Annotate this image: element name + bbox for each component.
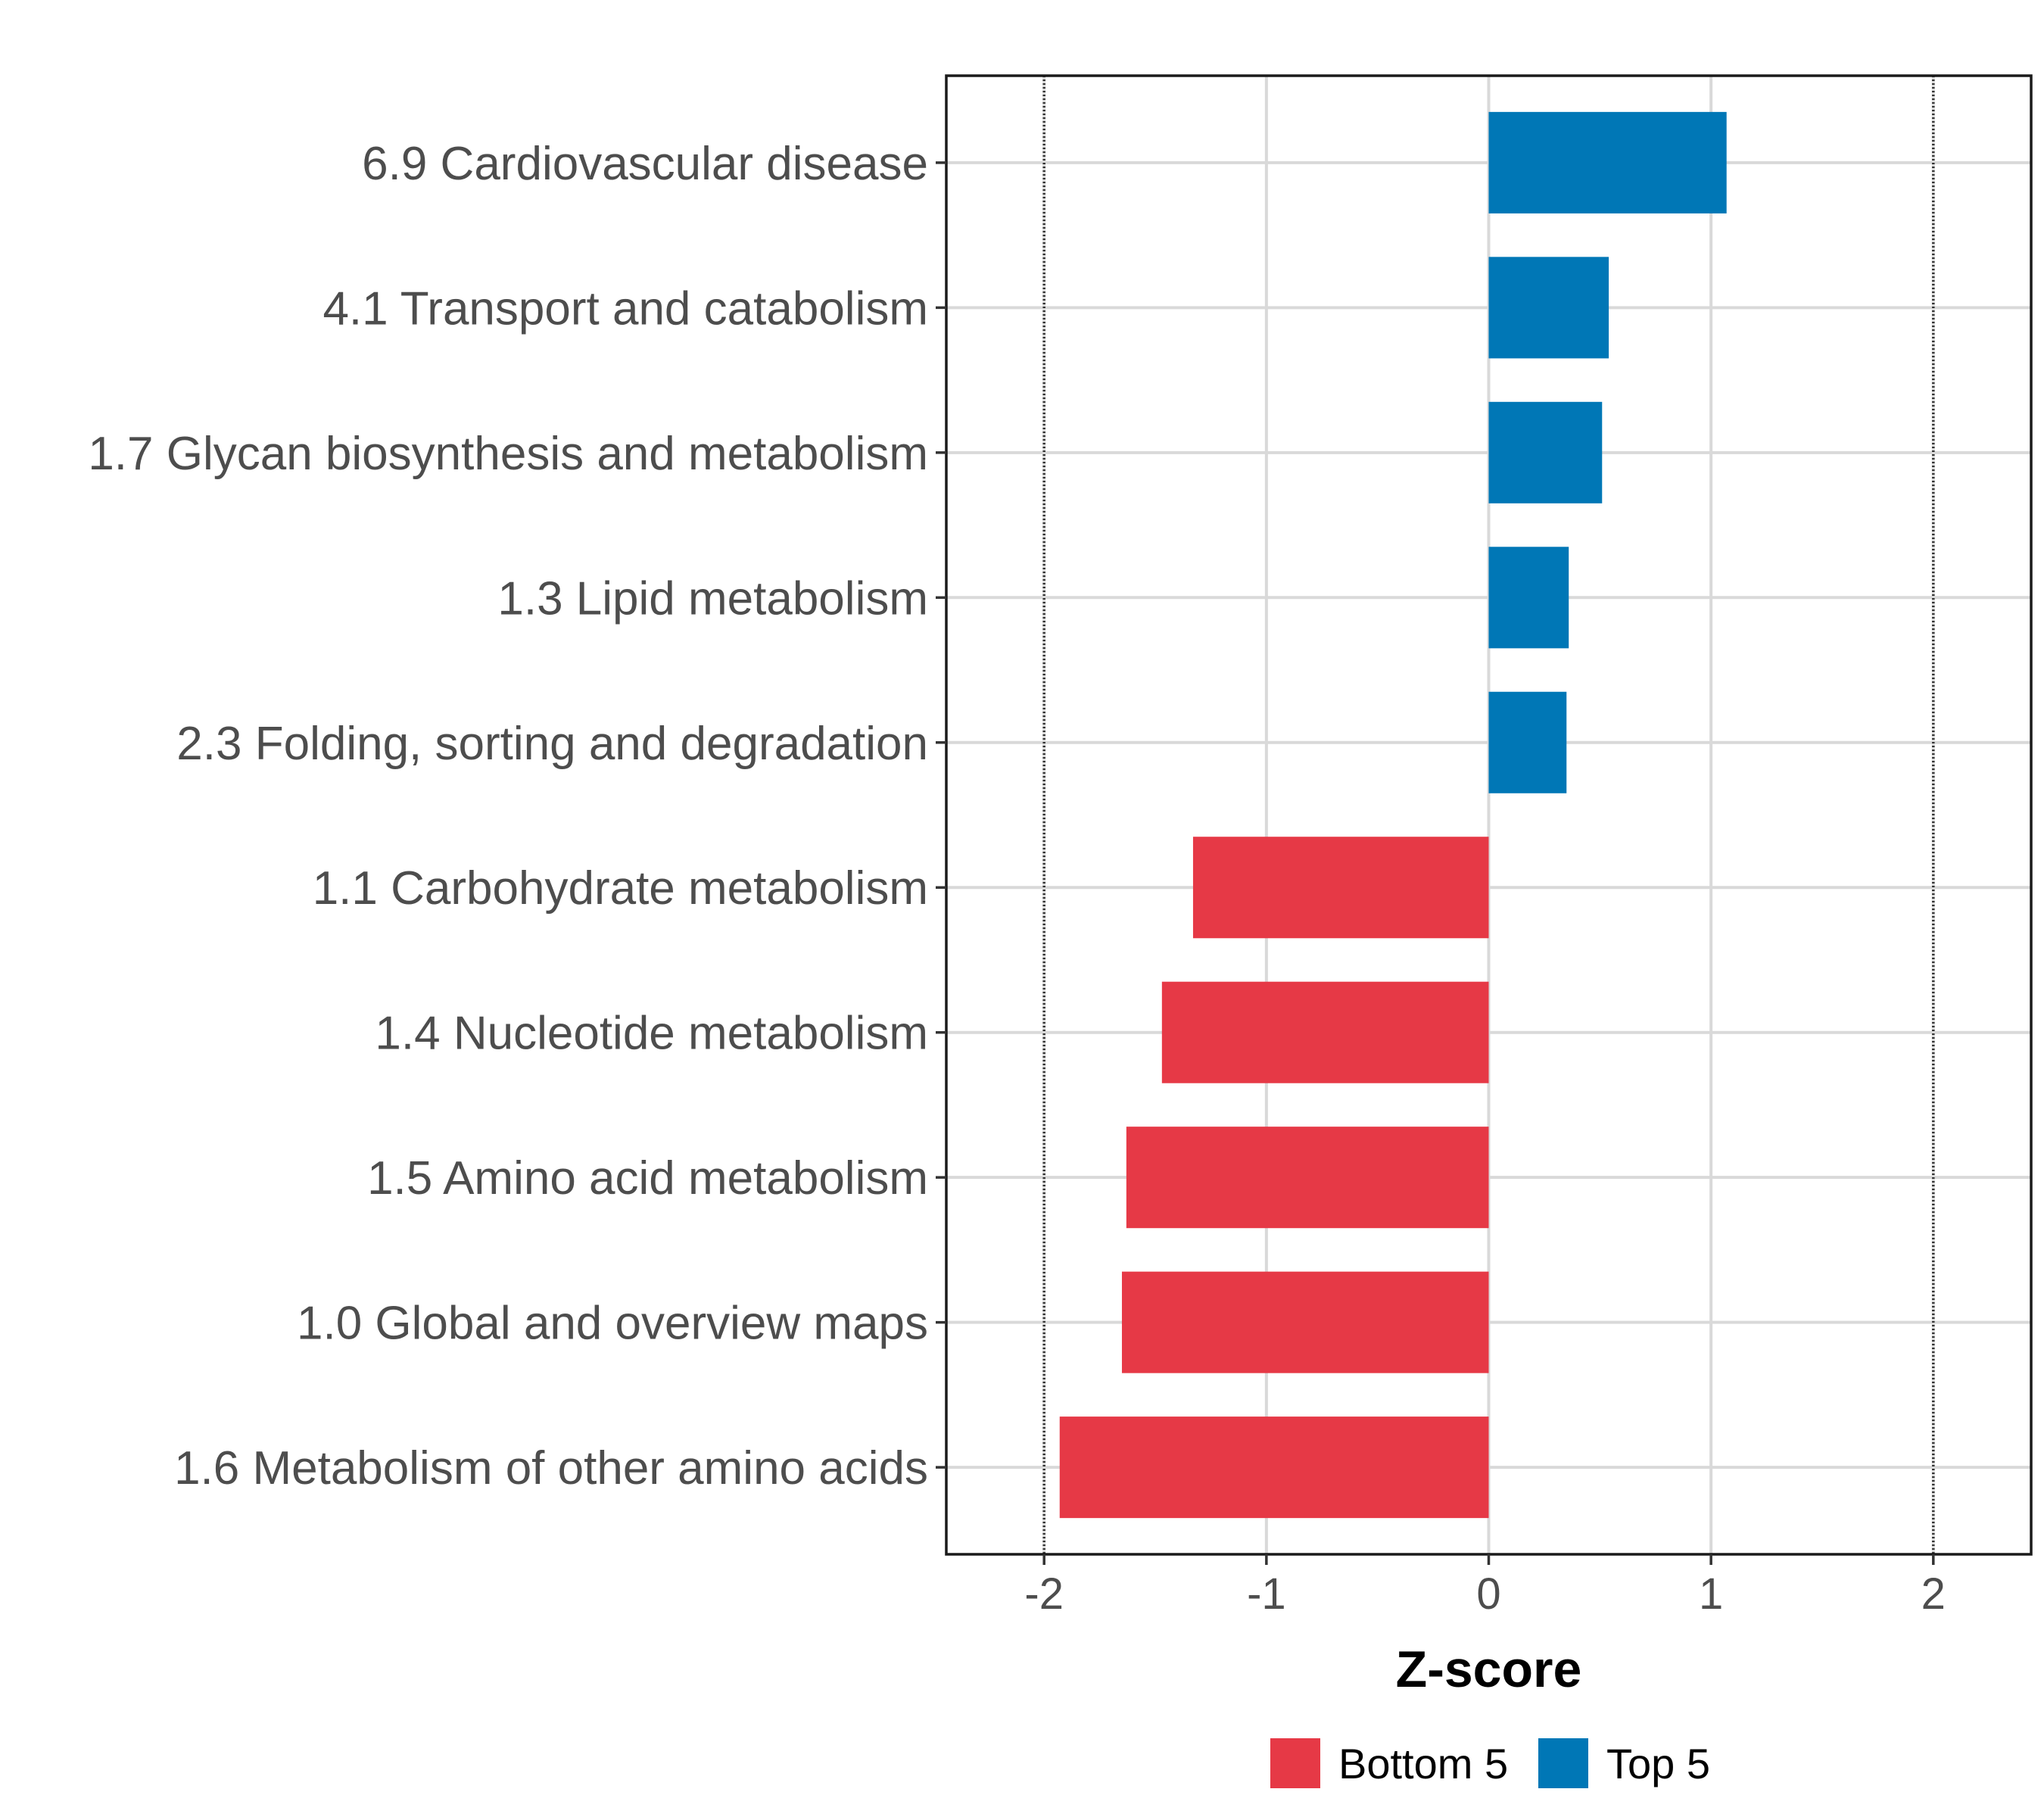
x-tick-label: 0	[1476, 1569, 1500, 1619]
legend-swatch	[1538, 1738, 1588, 1788]
category-label: 1.7 Glycan biosynthesis and metabolism	[88, 428, 928, 480]
bar-top-0	[1488, 111, 1727, 213]
category-label: 1.3 Lipid metabolism	[497, 572, 928, 625]
category-label: 2.3 Folding, sorting and degradation	[176, 718, 928, 770]
legend: Bottom 5 Top 5	[1270, 1738, 1710, 1788]
bar-top-4	[1488, 691, 1567, 793]
category-label: 6.9 Cardiovascular disease	[362, 138, 928, 190]
category-label: 4.1 Transport and catabolism	[322, 282, 928, 335]
category-label: 1.0 Global and overview maps	[297, 1298, 928, 1350]
category-label: 1.1 Carbohydrate metabolism	[313, 862, 928, 915]
legend-label: Top 5	[1606, 1740, 1710, 1787]
category-label: 1.6 Metabolism of other amino acids	[174, 1442, 928, 1494]
x-tick-label: -1	[1247, 1569, 1286, 1619]
legend-swatch	[1270, 1738, 1320, 1788]
bar-bottom-6	[1161, 981, 1489, 1083]
x-axis-title: Z-score	[1396, 1641, 1582, 1698]
category-label: 1.4 Nucleotide metabolism	[375, 1008, 928, 1060]
bar-top-2	[1488, 401, 1603, 503]
y-axis-ticks: 6.9 Cardiovascular disease 4.1 Transport …	[88, 138, 946, 1494]
bars	[1059, 111, 1727, 1519]
reference-lines	[1042, 76, 1935, 1554]
x-tick-label: 2	[1921, 1569, 1946, 1619]
bar-top-1	[1488, 257, 1609, 359]
bar-bottom-5	[1192, 837, 1489, 939]
x-axis-ticks: -2 -1 0 1 2	[1024, 1554, 1946, 1619]
category-label: 1.5 Amino acid metabolism	[367, 1152, 928, 1205]
x-tick-label: 1	[1699, 1569, 1723, 1619]
bar-bottom-8	[1121, 1271, 1489, 1373]
bar-bottom-7	[1126, 1127, 1489, 1229]
x-tick-label: -2	[1024, 1569, 1064, 1619]
bar-top-3	[1488, 547, 1569, 649]
bar-bottom-9	[1059, 1417, 1489, 1519]
legend-label: Bottom 5	[1338, 1740, 1508, 1787]
